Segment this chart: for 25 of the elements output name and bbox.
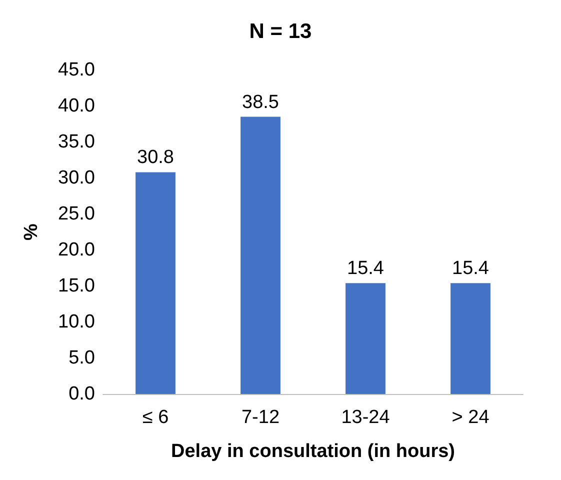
data-label: 38.5 [242, 92, 279, 113]
y-tick-label: 5.0 [68, 348, 95, 368]
x-axis-title: Delay in consultation (in hours) [171, 441, 455, 462]
x-tick-label: 13-24 [341, 407, 390, 428]
data-label: 15.4 [347, 258, 384, 280]
y-tick-label: 10.0 [58, 312, 95, 332]
bar [136, 172, 176, 394]
x-tick-label: 7-12 [241, 407, 280, 428]
y-tick-label: 30.0 [58, 168, 95, 188]
chart-title: N = 13 [249, 20, 312, 43]
x-tick-label: ≤ 6 [142, 407, 169, 428]
y-tick-label: 15.0 [58, 276, 95, 296]
bar [346, 283, 386, 394]
y-tick-label: 25.0 [58, 204, 95, 224]
bar [240, 116, 280, 394]
y-tick-label: 20.0 [58, 240, 95, 260]
data-label: 15.4 [452, 258, 490, 280]
y-tick-label: 35.0 [58, 132, 95, 152]
x-tick-label: > 24 [452, 407, 490, 428]
bar [450, 283, 490, 394]
y-tick-label: 40.0 [58, 96, 95, 116]
data-label: 30.8 [137, 147, 174, 168]
y-tick-label: 0.0 [68, 384, 95, 404]
y-tick-label: 45.0 [58, 60, 95, 80]
y-axis-title: % [21, 223, 42, 240]
